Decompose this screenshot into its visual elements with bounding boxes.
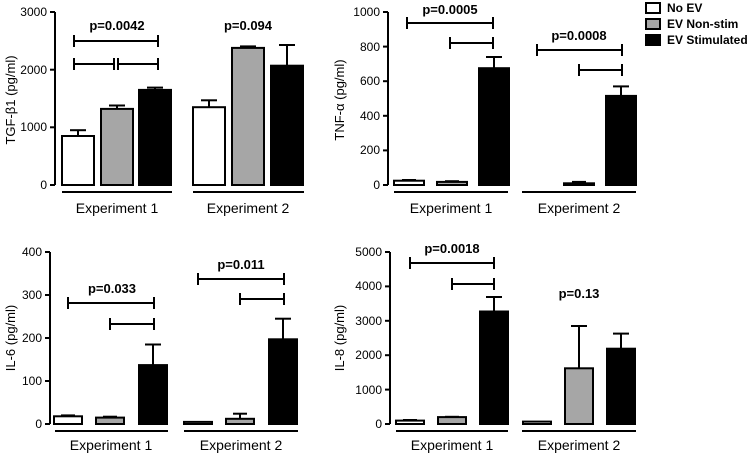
- significance-brackets: p=0.033 p=0.011: [67, 257, 285, 330]
- bar-ev-stimulated: [138, 364, 168, 426]
- group-axis: Experiment 1 Experiment 2: [55, 430, 298, 453]
- bar-no-ev: [393, 179, 425, 186]
- y-tick-label: 400: [22, 245, 42, 259]
- legend-item-ev-non-stim: EV Non-stim: [645, 17, 738, 31]
- bar-ev-non-stim: [563, 182, 595, 187]
- y-tick-label: 400: [360, 109, 380, 123]
- bar-ev-non-stim: [100, 107, 134, 186]
- y-tick-label: 5000: [355, 245, 382, 259]
- bar-ev-stimulated: [605, 94, 637, 186]
- panel-tgf-beta1: TGF-β1 (pg/ml) 0 1000 2000 3000: [3, 5, 304, 216]
- bars: [395, 310, 636, 426]
- bar-ev-non-stim: [436, 180, 468, 186]
- group-axis: Experiment 1 Experiment 2: [394, 191, 636, 216]
- y-axis: 0 200 400 600 800 1000: [353, 5, 389, 192]
- y-tick-label: 200: [360, 143, 380, 157]
- p-value-label: p=0.13: [559, 286, 600, 301]
- legend-label: No EV: [667, 1, 702, 15]
- y-axis: 0 1000 2000 3000 4000 5000: [355, 245, 391, 431]
- y-tick-label: 300: [22, 288, 42, 302]
- y-axis-label: TGF-β1 (pg/ml): [3, 55, 18, 144]
- y-tick-label: 100: [22, 374, 42, 388]
- group-label: Experiment 2: [538, 437, 621, 453]
- bar-ev-non-stim: [231, 46, 265, 187]
- bars: [393, 67, 637, 187]
- error-bars: [402, 56, 629, 184]
- y-tick-label: 2000: [20, 63, 47, 77]
- y-tick-label: 0: [35, 417, 42, 431]
- error-bars: [61, 317, 291, 419]
- y-tick-label: 200: [22, 331, 42, 345]
- p-value-label: p=0.0018: [424, 241, 479, 256]
- y-axis-label: TNF-α (pg/ml): [332, 59, 347, 140]
- group-label: Experiment 2: [200, 437, 283, 453]
- bar-ev-stimulated: [270, 64, 304, 186]
- y-tick-label: 3000: [355, 314, 382, 328]
- bar-no-ev: [522, 420, 552, 426]
- legend-swatch: [645, 34, 661, 46]
- group-axis: Experiment 1 Experiment 2: [62, 191, 304, 216]
- legend-label: EV Non-stim: [667, 17, 738, 31]
- panel-il-6: IL-6 (pg/ml) 0 100 200 300 400: [3, 245, 298, 453]
- p-value-label: p=0.011: [217, 257, 264, 272]
- bar-no-ev: [395, 419, 425, 426]
- legend-label: EV Stimulated: [667, 33, 748, 47]
- group-label: Experiment 2: [538, 200, 621, 216]
- bar-no-ev: [53, 415, 83, 425]
- y-tick-label: 2000: [355, 348, 382, 362]
- bar-ev-stimulated: [478, 67, 510, 186]
- bars: [53, 338, 298, 426]
- y-tick-label: 600: [360, 74, 380, 88]
- y-tick-label: 800: [360, 40, 380, 54]
- group-label: Experiment 1: [411, 437, 494, 453]
- y-axis-label: IL-6 (pg/ml): [3, 305, 18, 371]
- bar-ev-non-stim: [95, 416, 125, 426]
- group-label: Experiment 1: [76, 200, 159, 216]
- legend-item-ev-stimulated: EV Stimulated: [645, 33, 748, 47]
- p-value-label: p=0.0008: [551, 28, 606, 43]
- bar-ev-non-stim: [225, 417, 255, 425]
- significance-brackets: p=0.0005 p=0.0008: [406, 2, 623, 76]
- group-label: Experiment 1: [70, 437, 153, 453]
- p-value-label: p=0.0042: [89, 18, 144, 33]
- legend-swatch: [645, 2, 661, 14]
- y-tick-label: 4000: [355, 279, 382, 293]
- bar-ev-non-stim: [564, 367, 594, 425]
- group-label: Experiment 2: [207, 200, 290, 216]
- significance-brackets: p=0.0018 p=0.13: [409, 241, 600, 301]
- panel-il-8: IL-8 (pg/ml) 0 1000 2000 3000 4000 5000: [332, 241, 636, 453]
- y-axis-label: IL-8 (pg/ml): [332, 305, 347, 371]
- group-label: Experiment 1: [410, 200, 493, 216]
- y-tick-label: 1000: [20, 120, 47, 134]
- group-axis: Experiment 1 Experiment 2: [396, 430, 636, 453]
- bar-no-ev: [183, 420, 213, 425]
- bar-ev-stimulated: [138, 88, 172, 186]
- significance-brackets: p=0.0042 p=0.094: [73, 18, 273, 70]
- y-axis: 0 100 200 300 400: [22, 245, 51, 431]
- y-tick-label: 0: [375, 417, 382, 431]
- y-tick-label: 0: [373, 178, 380, 192]
- y-axis: 0 1000 2000 3000: [20, 5, 56, 192]
- bar-ev-stimulated: [268, 338, 298, 425]
- bar-no-ev: [192, 106, 226, 186]
- bar-no-ev: [61, 135, 95, 186]
- legend-swatch: [645, 18, 661, 30]
- p-value-label: p=0.033: [88, 281, 136, 296]
- bars: [61, 46, 304, 187]
- y-tick-label: 1000: [353, 5, 380, 19]
- y-tick-label: 0: [40, 178, 47, 192]
- p-value-label: p=0.0005: [422, 2, 477, 17]
- legend: No EV EV Non-stim EV Stimulated: [645, 1, 748, 47]
- y-tick-label: 3000: [20, 5, 47, 19]
- error-bars: [403, 296, 629, 421]
- y-tick-label: 1000: [355, 383, 382, 397]
- bar-ev-non-stim: [437, 416, 467, 426]
- bar-ev-stimulated: [606, 347, 636, 426]
- legend-item-no-ev: No EV: [645, 1, 702, 15]
- panel-tnf-alpha: TNF-α (pg/ml) 0 200 400 600 800 1000: [332, 2, 637, 216]
- bar-ev-stimulated: [479, 310, 509, 425]
- p-value-label: p=0.094: [224, 18, 273, 33]
